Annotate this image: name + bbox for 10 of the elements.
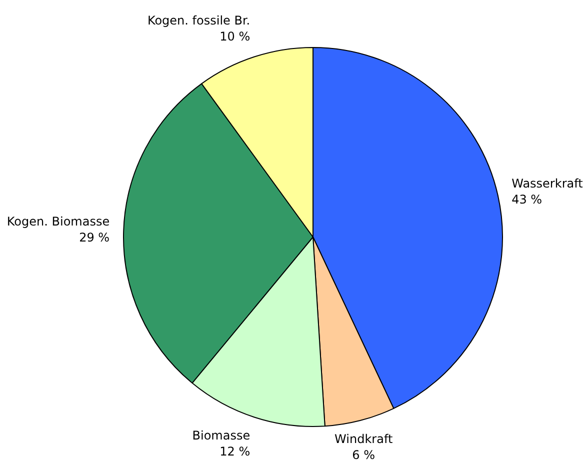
slice-label: Kogen. fossile Br. <box>147 14 250 28</box>
data-label: 12 % <box>220 444 250 459</box>
data-label: 10 % <box>220 30 250 44</box>
data-label: 6 % <box>352 448 376 462</box>
slice-label: Kogen. Biomasse <box>6 214 110 229</box>
slice-label: Biomasse <box>192 428 250 443</box>
data-label: 29 % <box>79 230 110 245</box>
slice-label: Windkraft <box>334 432 393 446</box>
data-label: 43 % <box>512 192 542 207</box>
slice-label: Wasserkraft <box>512 176 584 191</box>
